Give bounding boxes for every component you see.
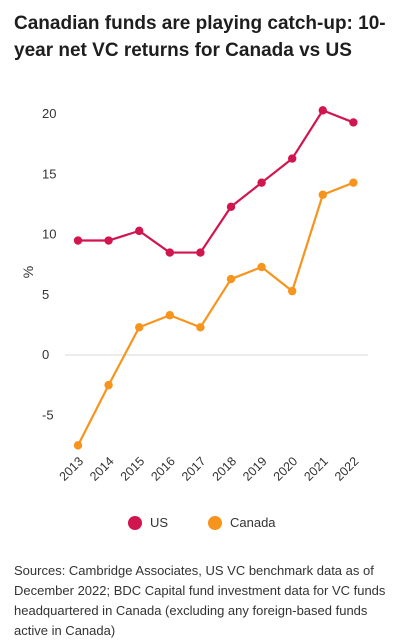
y-tick-label: 10 xyxy=(42,227,56,242)
data-point-us xyxy=(226,202,236,211)
series-line-us xyxy=(78,109,354,254)
y-tick-label: 20 xyxy=(42,106,56,121)
data-point-canada xyxy=(165,311,174,320)
x-tick-label: 2018 xyxy=(210,454,240,484)
legend-item-canada: Canada xyxy=(208,515,276,530)
series-points xyxy=(73,106,358,450)
x-tick-label: 2017 xyxy=(179,454,209,484)
series-lines xyxy=(77,109,354,446)
data-point-us xyxy=(318,106,327,115)
x-axis-ticks: 2013 2014 2015 2016 2017 2018 2019 2020 2021 2022 xyxy=(57,454,362,484)
x-tick-label: 2014 xyxy=(87,454,117,484)
data-point-us xyxy=(165,248,174,257)
y-axis-label: % xyxy=(20,266,36,278)
data-point-canada xyxy=(226,274,236,284)
series-line-canada xyxy=(77,181,354,446)
data-point-us xyxy=(104,236,113,245)
data-point-us xyxy=(349,118,358,127)
data-point-canada xyxy=(104,380,113,390)
data-point-canada xyxy=(135,323,144,332)
y-axis-ticks: -5 0 5 10 15 20 xyxy=(42,106,368,422)
legend-marker-us xyxy=(128,515,142,530)
x-tick-label: 2013 xyxy=(57,454,87,484)
x-tick-label: 2016 xyxy=(148,454,178,484)
legend-label-us: US xyxy=(150,515,169,530)
data-point-us xyxy=(288,154,297,163)
y-tick-label: 5 xyxy=(42,287,49,302)
x-tick-label: 2020 xyxy=(271,454,301,484)
data-point-canada xyxy=(257,262,266,272)
data-point-canada xyxy=(73,441,83,450)
x-tick-label: 2015 xyxy=(118,454,148,484)
legend: US Canada xyxy=(0,515,404,537)
legend-label-canada: Canada xyxy=(230,515,276,530)
legend-marker-canada xyxy=(208,515,222,530)
data-point-us xyxy=(257,178,266,187)
y-tick-label: -5 xyxy=(42,407,54,422)
data-point-us xyxy=(196,248,205,257)
source-note: Sources: Cambridge Associates, US VC ben… xyxy=(14,563,386,638)
x-tick-label: 2021 xyxy=(301,454,331,484)
data-point-canada xyxy=(349,178,358,187)
data-point-us xyxy=(135,226,144,236)
y-tick-label: 15 xyxy=(42,166,56,181)
data-point-canada xyxy=(196,323,205,332)
x-tick-label: 2022 xyxy=(332,454,362,484)
data-point-canada xyxy=(288,286,297,296)
y-tick-label: 0 xyxy=(42,347,49,362)
x-tick-label: 2019 xyxy=(240,454,270,484)
data-point-canada xyxy=(318,190,327,199)
data-point-us xyxy=(73,236,83,245)
legend-item-us: US xyxy=(128,515,168,530)
chart-title: Canadian funds are playing catch-up: 10-… xyxy=(14,13,386,61)
